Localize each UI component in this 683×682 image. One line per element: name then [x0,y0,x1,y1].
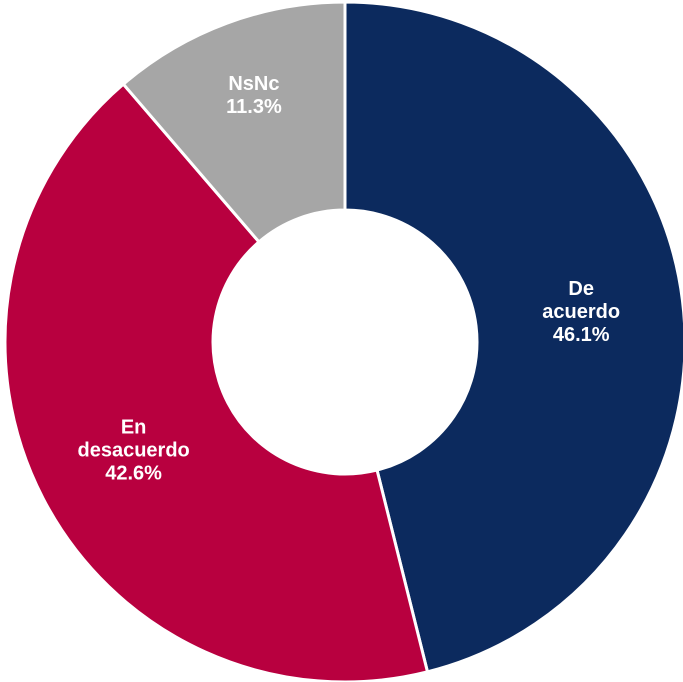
slice-label-nsnc: NsNc 11.3% [226,73,282,118]
slice-nsnc [121,0,347,245]
slice-category-label: NsNc [228,73,279,95]
slice-value-label: 46.1% [553,324,610,346]
slice-value-label: 11.3% [226,96,282,118]
slice-de-acuerdo [343,0,683,674]
slice-category-label: desacuerdo [77,440,189,462]
slice-value-label: 42.6% [105,463,162,485]
labels-group: De acuerdo 46.1% En desacuerdo 42.6% NsNc 11.3% [77,73,620,485]
slices-group [3,0,683,682]
slice-category-label: En [121,417,147,439]
slice-category-label: acuerdo [542,301,620,323]
slice-en-desacuerdo [3,82,430,682]
slice-label-en-desacuerdo: En desacuerdo 42.6% [77,417,189,485]
slice-label-de-acuerdo: De acuerdo 46.1% [542,278,620,346]
slice-category-label: De [568,278,594,300]
